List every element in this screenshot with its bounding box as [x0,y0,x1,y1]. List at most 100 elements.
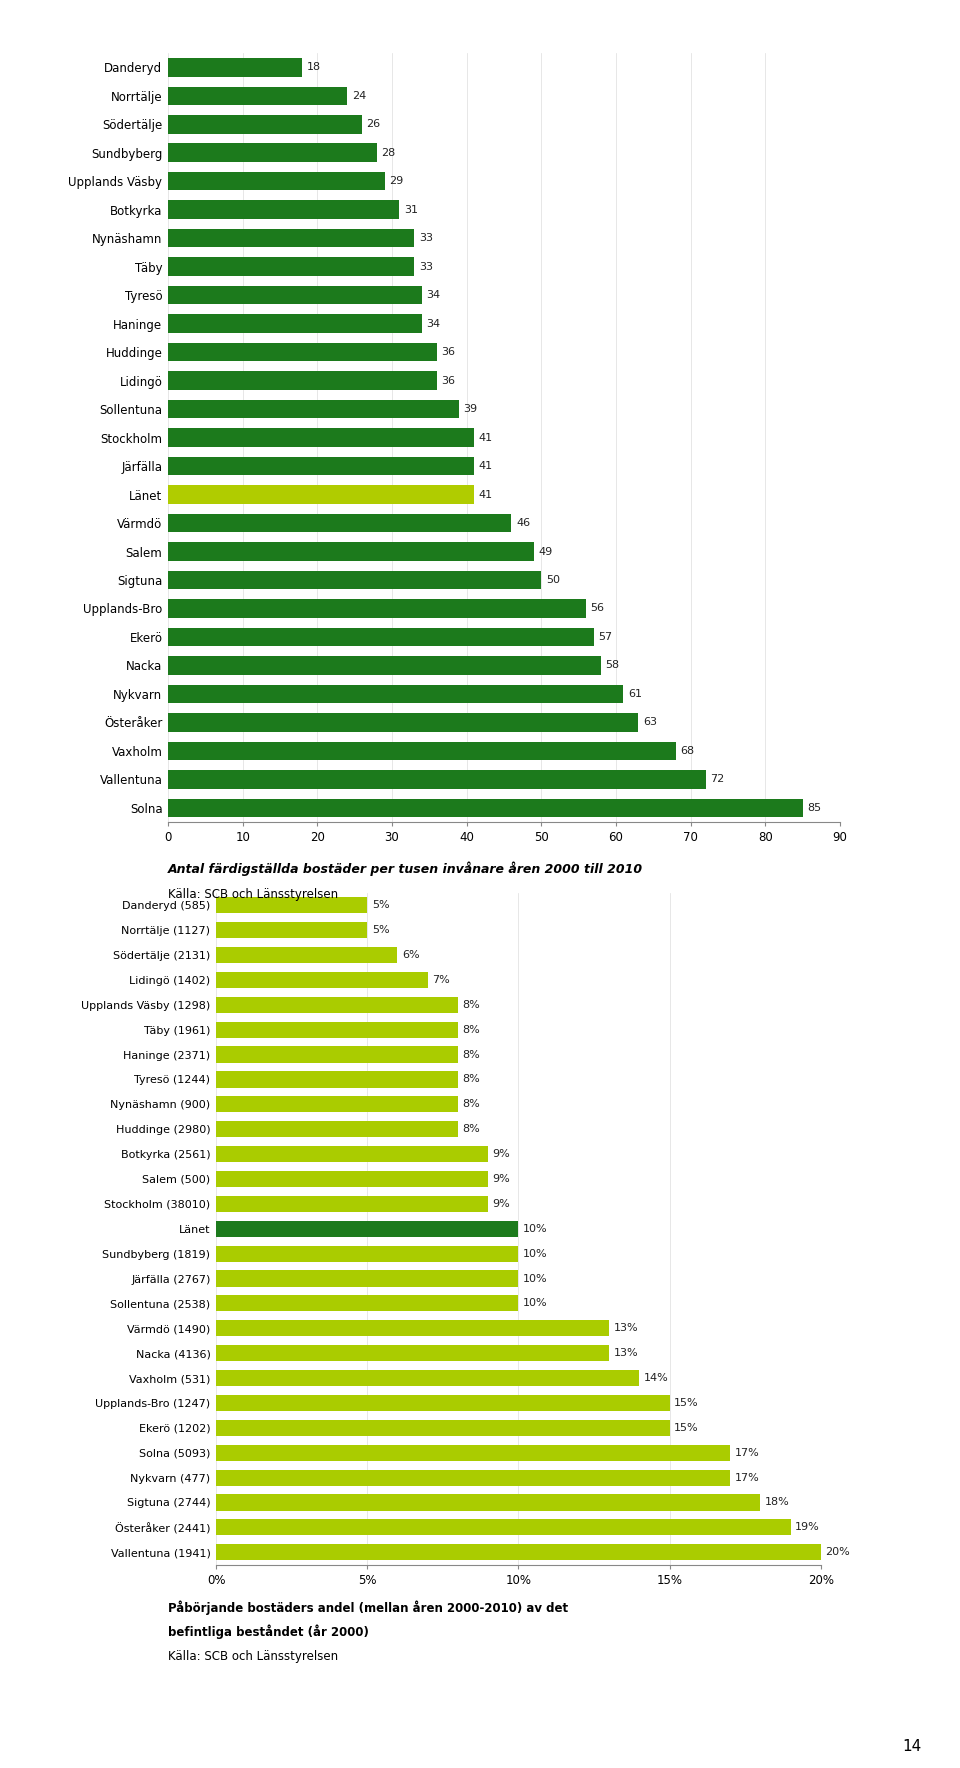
Text: 41: 41 [479,490,492,500]
Bar [168,258,415,276]
Text: 85: 85 [807,803,821,813]
Bar [216,1395,669,1411]
Text: 57: 57 [598,631,612,642]
Text: 10%: 10% [523,1248,547,1259]
Bar [168,684,623,704]
Bar [216,1195,488,1213]
Text: 34: 34 [426,290,441,301]
Text: 36: 36 [442,375,455,385]
Bar [216,1321,609,1337]
Text: Antal färdigställda bostäder per tusen invånare åren 2000 till 2010: Antal färdigställda bostäder per tusen i… [168,861,643,875]
Bar [168,171,385,191]
Bar [216,1519,790,1535]
Text: 24: 24 [351,90,366,101]
Text: 14%: 14% [644,1374,669,1383]
Bar [216,1271,518,1287]
Text: 9%: 9% [492,1199,511,1209]
Bar [216,896,367,914]
Bar [168,315,421,332]
Text: Påbörjande bostäders andel (mellan åren 2000-2010) av det: Påbörjande bostäders andel (mellan åren … [168,1600,568,1614]
Text: 34: 34 [426,318,441,329]
Bar [216,1345,609,1361]
Text: 36: 36 [442,347,455,357]
Bar [216,948,397,964]
Bar [216,997,458,1013]
Text: 41: 41 [479,461,492,470]
Bar [216,1220,518,1238]
Text: 19%: 19% [795,1522,820,1533]
Text: 8%: 8% [463,1124,480,1135]
Bar [168,143,377,163]
Bar [168,371,437,391]
Text: 39: 39 [464,405,478,414]
Text: 6%: 6% [402,949,420,960]
Bar [168,228,415,248]
Text: 63: 63 [643,718,657,727]
Text: 8%: 8% [463,1075,480,1084]
Bar [168,514,512,532]
Bar [216,1170,488,1186]
Bar [168,58,302,76]
Text: 61: 61 [628,690,642,698]
Text: 10%: 10% [523,1223,547,1234]
Text: Källa: SCB och Länsstyrelsen: Källa: SCB och Länsstyrelsen [168,888,338,900]
Bar [216,972,427,988]
Bar [168,628,593,647]
Bar [168,741,676,760]
Text: 17%: 17% [734,1448,759,1457]
Text: 5%: 5% [372,925,390,935]
Bar [216,1096,458,1112]
Bar [216,1146,488,1162]
Text: 26: 26 [367,118,381,129]
Bar [168,484,474,504]
Bar [168,428,474,447]
Bar [216,1022,458,1038]
Text: 8%: 8% [463,1025,480,1034]
Text: 10%: 10% [523,1273,547,1284]
Bar [216,1245,518,1262]
Text: 18%: 18% [765,1497,790,1508]
Text: 8%: 8% [463,1001,480,1010]
Bar [216,1071,458,1087]
Bar [168,400,459,419]
Bar [216,1444,730,1460]
Text: 14: 14 [902,1740,922,1754]
Text: befintliga beståndet (år 2000): befintliga beståndet (år 2000) [168,1625,369,1639]
Text: 15%: 15% [674,1398,699,1407]
Bar [168,771,706,789]
Text: 7%: 7% [432,974,450,985]
Text: 29: 29 [389,177,403,186]
Text: 13%: 13% [613,1349,638,1358]
Text: 58: 58 [606,661,619,670]
Text: 72: 72 [710,774,725,785]
Bar [216,1296,518,1312]
Text: 8%: 8% [463,1100,480,1109]
Bar [168,343,437,361]
Text: 68: 68 [681,746,694,757]
Text: 10%: 10% [523,1298,547,1308]
Bar [168,599,587,617]
Text: 15%: 15% [674,1423,699,1432]
Bar [216,1420,669,1436]
Text: 46: 46 [516,518,530,529]
Text: 28: 28 [381,149,396,157]
Text: 9%: 9% [492,1149,511,1160]
Text: 5%: 5% [372,900,390,911]
Bar [216,1121,458,1137]
Text: 9%: 9% [492,1174,511,1185]
Bar [168,713,638,732]
Bar [216,1494,760,1510]
Bar [216,1047,458,1063]
Text: 41: 41 [479,433,492,442]
Bar [168,286,421,304]
Bar [216,1370,639,1386]
Bar [168,799,803,817]
Text: 17%: 17% [734,1473,759,1483]
Bar [216,1469,730,1485]
Text: 33: 33 [419,262,433,272]
Text: 8%: 8% [463,1050,480,1059]
Bar [168,87,348,104]
Bar [216,923,367,939]
Text: 49: 49 [539,546,553,557]
Text: 20%: 20% [826,1547,851,1558]
